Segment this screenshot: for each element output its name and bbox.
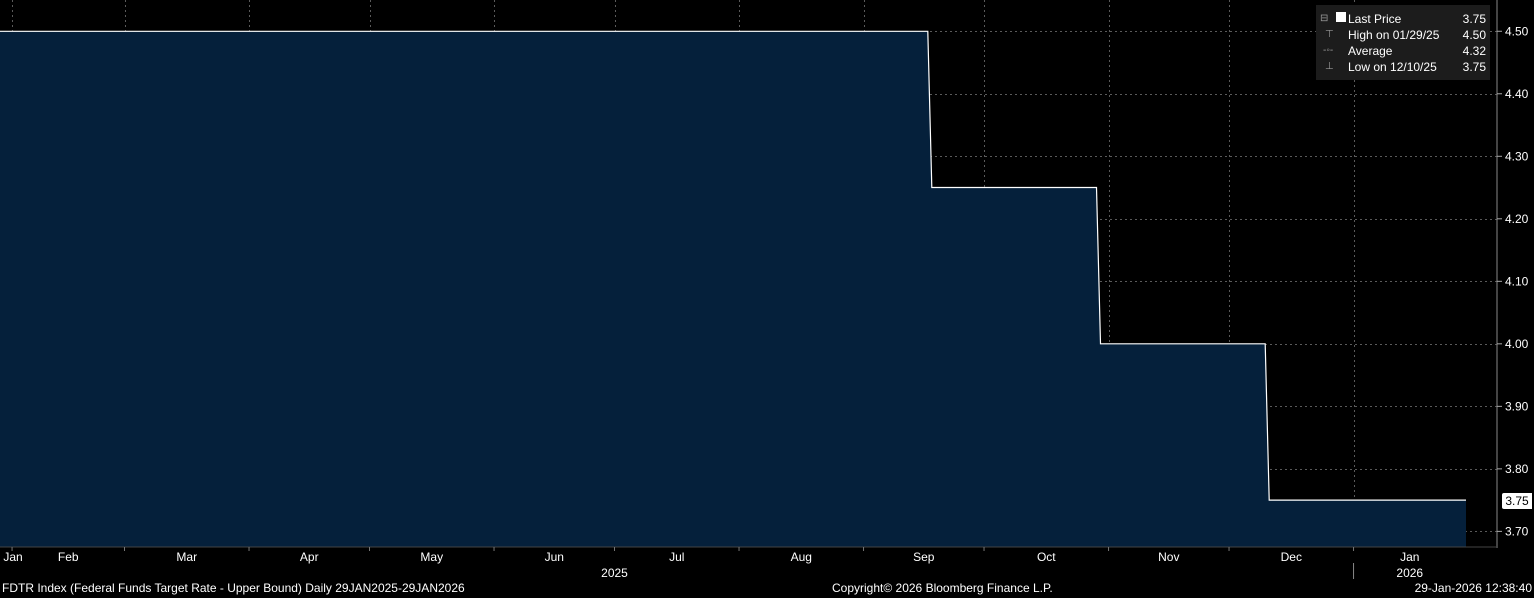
x-tick-label: Jul xyxy=(669,550,684,564)
high-marker-icon: ⊤ xyxy=(1325,29,1334,40)
x-tick-label: Aug xyxy=(791,550,812,564)
y-tick-label: 4.10 xyxy=(1505,274,1529,288)
x-tick-label: Apr xyxy=(300,550,319,564)
x-tick-label: Sep xyxy=(913,550,935,564)
y-tick-label: 4.50 xyxy=(1505,24,1529,38)
timestamp: 29-Jan-2026 12:38:40 xyxy=(1414,581,1532,595)
x-axis: Jan Feb Mar Apr May Jun Jul Aug Sep Oct Nov Dec Jan 2… xyxy=(3,547,1423,580)
legend-value-average: 4.32 xyxy=(1462,44,1486,58)
y-tick-label: 3.80 xyxy=(1505,462,1529,476)
price-area-fill xyxy=(0,31,1466,548)
x-tick-label: Jan xyxy=(1400,550,1419,564)
legend-label-last-price: Last Price xyxy=(1348,12,1402,26)
y-tick-label: 4.40 xyxy=(1505,87,1529,101)
last-value-marker: 3.75 xyxy=(1502,493,1532,509)
legend-value-last-price: 3.75 xyxy=(1462,12,1486,26)
y-tick-label: 4.30 xyxy=(1505,149,1529,163)
y-axis: 4.50 4.40 4.30 4.20 4.10 4.00 3.90 3.80 3.70 xyxy=(1497,24,1529,538)
legend-collapse-icon[interactable]: ⊟ xyxy=(1320,13,1329,24)
chart-description: FDTR Index (Federal Funds Target Rate - … xyxy=(2,581,465,595)
legend: ⊟ Last Price 3.75 ⊤ High on 01/29/25 4.5… xyxy=(1316,5,1490,80)
legend-label-low: Low on 12/10/25 xyxy=(1348,60,1437,74)
x-year-label: 2026 xyxy=(1396,566,1423,580)
filled-square-icon xyxy=(1336,12,1346,22)
legend-value-high: 4.50 xyxy=(1462,28,1486,42)
x-tick-label: Dec xyxy=(1281,550,1302,564)
x-tick-label: Jun xyxy=(545,550,564,564)
x-tick-label: Mar xyxy=(176,550,197,564)
y-tick-label: 4.00 xyxy=(1505,337,1529,351)
legend-value-low: 3.75 xyxy=(1462,60,1486,74)
x-tick-label: May xyxy=(420,550,443,564)
y-tick-label: 3.70 xyxy=(1505,524,1529,538)
average-marker-icon: -◦- xyxy=(1323,45,1334,56)
y-tick-label: 3.90 xyxy=(1505,399,1529,413)
legend-label-high: High on 01/29/25 xyxy=(1348,28,1440,42)
x-tick-label: Nov xyxy=(1158,550,1179,564)
x-tick-label: Oct xyxy=(1037,550,1056,564)
last-price-line xyxy=(0,30,1466,501)
x-tick-label: Feb xyxy=(58,550,79,564)
legend-label-average: Average xyxy=(1348,44,1393,58)
low-marker-icon: ⊥ xyxy=(1325,61,1334,72)
x-tick-label: Jan xyxy=(3,550,22,564)
y-tick-label: 4.20 xyxy=(1505,212,1529,226)
x-year-label: 2025 xyxy=(601,566,628,580)
copyright-notice: Copyright© 2026 Bloomberg Finance L.P. xyxy=(832,581,1053,595)
